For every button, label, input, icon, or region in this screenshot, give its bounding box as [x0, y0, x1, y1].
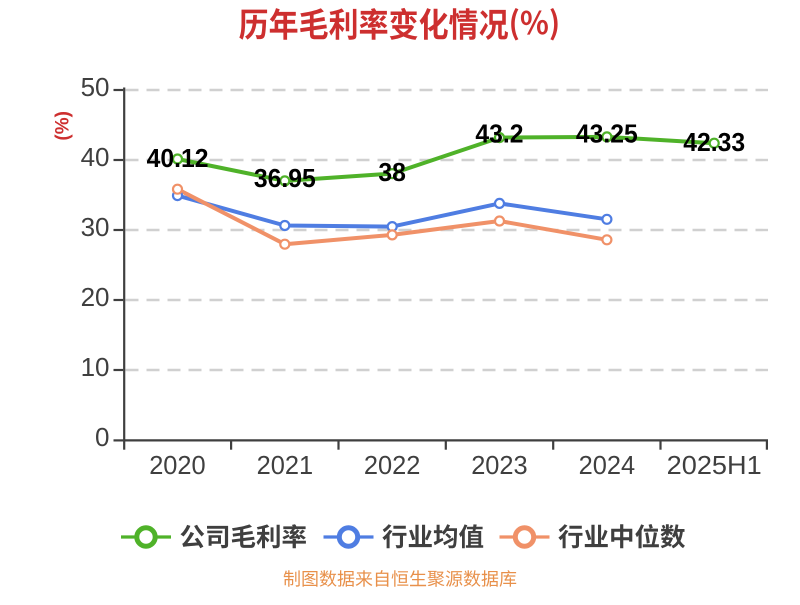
svg-text:40: 40	[81, 142, 110, 172]
svg-text:2020: 2020	[149, 450, 206, 480]
svg-text:50: 50	[81, 72, 110, 102]
svg-text:2024: 2024	[579, 450, 636, 480]
svg-text:36.95: 36.95	[254, 163, 316, 193]
svg-text:43.25: 43.25	[576, 119, 638, 149]
svg-text:20: 20	[81, 282, 110, 312]
svg-text:(%): (%)	[52, 111, 73, 141]
svg-text:0: 0	[95, 422, 109, 452]
svg-text:10: 10	[81, 352, 110, 382]
svg-text:43.2: 43.2	[475, 119, 523, 149]
svg-text:42.33: 42.33	[683, 127, 745, 157]
svg-text:40.12: 40.12	[147, 143, 209, 173]
svg-text:2021: 2021	[257, 450, 314, 480]
svg-text:2022: 2022	[364, 450, 421, 480]
svg-text:38: 38	[378, 157, 406, 187]
svg-text:30: 30	[81, 212, 110, 242]
svg-text:2023: 2023	[471, 450, 528, 480]
svg-text:2025H1: 2025H1	[667, 450, 762, 480]
